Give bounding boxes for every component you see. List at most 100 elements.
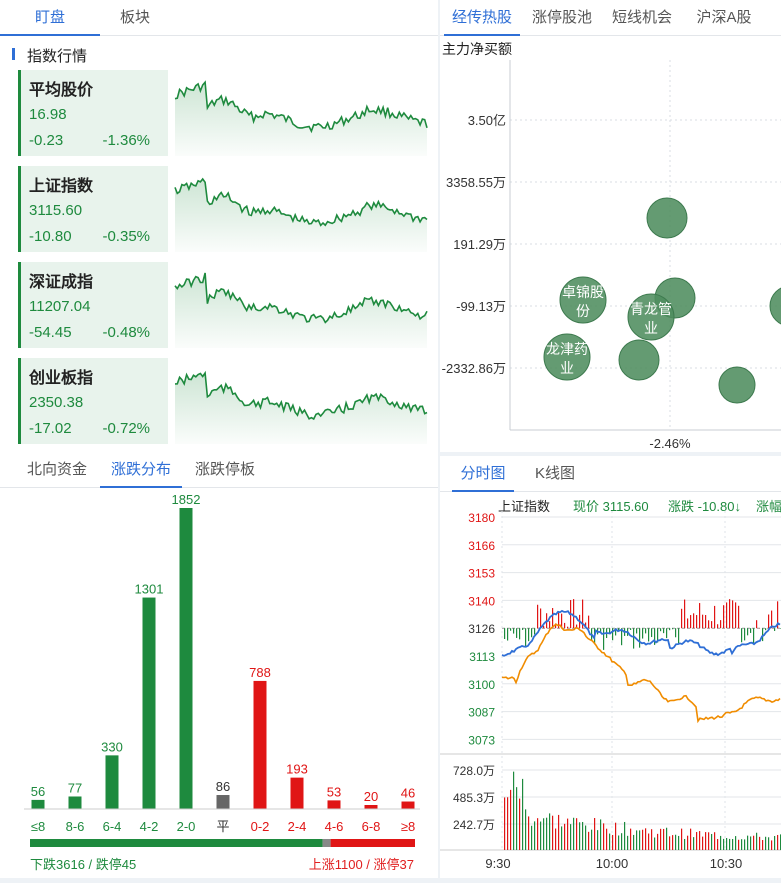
fund-flow-bar	[573, 599, 575, 629]
fund-flow-bar	[636, 628, 638, 634]
fund-flow-bar	[516, 628, 518, 638]
dist-bar[interactable]	[364, 805, 378, 809]
tab-northbound[interactable]: 北向资金	[26, 461, 87, 478]
volume-bar	[576, 818, 578, 850]
fund-flow-bar	[675, 628, 677, 638]
tab-short-term[interactable]: 短线机会	[611, 9, 672, 26]
fund-flow-bar	[672, 628, 674, 630]
index-change: -17.02	[29, 420, 72, 437]
bubble-qinglong[interactable]	[627, 293, 675, 341]
tab-a-shares[interactable]: 沪深A股	[696, 9, 752, 26]
tab-hot-stocks[interactable]: 经传热股	[444, 0, 520, 36]
volume-bar	[654, 837, 656, 850]
volume-bar	[690, 828, 692, 850]
fund-flow-bar	[714, 605, 716, 629]
volume-bar	[621, 833, 623, 850]
index-card[interactable]: 上证指数 3115.60 -10.80 -0.35%	[18, 166, 168, 252]
dist-bar[interactable]	[31, 799, 45, 809]
volume-bar	[618, 835, 620, 850]
fund-flow-bar	[768, 614, 770, 629]
dist-category-label: 4-6	[325, 819, 344, 834]
price-tick-label: 3113	[469, 650, 495, 664]
fund-flow-bar	[774, 628, 776, 631]
dist-bar[interactable]	[290, 777, 304, 809]
dist-bar[interactable]	[253, 680, 267, 809]
dist-bar[interactable]	[68, 796, 82, 809]
dist-bar-value: 193	[286, 762, 308, 777]
volume-bar	[726, 838, 728, 850]
index-panel: 盯盘 板块 指数行情 平均股价 16.98 -0.23 -1.36% 上证指数 3115.…	[0, 0, 438, 452]
index-sparkline	[174, 370, 428, 444]
dist-tab-bar: 北向资金 涨跌分布 涨跌停板	[0, 452, 438, 488]
fund-flow-bar	[567, 626, 569, 629]
bubble-unlabeled[interactable]	[618, 339, 660, 381]
dist-category-label: 2-0	[177, 819, 196, 834]
dist-bar[interactable]	[401, 801, 415, 809]
fund-flow-bar	[543, 625, 545, 629]
tab-sector[interactable]: 板块	[119, 9, 150, 26]
fund-flow-bar	[753, 628, 755, 644]
index-pct: -0.48%	[102, 324, 150, 341]
index-sparkline	[174, 272, 428, 348]
fund-flow-bar	[651, 628, 653, 638]
fund-flow-bar	[702, 614, 704, 629]
volume-bar	[606, 828, 608, 850]
volume-tick-label: 485.3万	[453, 791, 495, 805]
index-card[interactable]: 创业板指 2350.38 -17.02 -0.72%	[18, 358, 168, 444]
dist-category-label: 平	[216, 819, 229, 834]
volume-bar	[750, 836, 752, 850]
dist-category-label: 6-4	[103, 819, 122, 834]
volume-bar	[756, 832, 758, 850]
bubble-unlabeled[interactable]	[646, 197, 688, 239]
index-card[interactable]: 深证成指 11207.04 -54.45 -0.48%	[18, 262, 168, 348]
index-card[interactable]: 平均股价 16.98 -0.23 -1.36%	[18, 70, 168, 156]
section-accent-bar	[12, 48, 15, 60]
volume-bar	[705, 832, 707, 850]
tab-watch[interactable]: 盯盘	[0, 0, 100, 36]
volume-bar	[525, 809, 527, 850]
down-count-label: 下跌3616 / 跌停45	[30, 857, 137, 872]
dist-bar-value: 56	[31, 784, 45, 799]
bubble-zhuojin[interactable]	[559, 276, 607, 324]
volume-bar	[537, 818, 539, 850]
bubble-unlabeled[interactable]	[718, 366, 756, 404]
fund-flow-bar	[564, 622, 566, 629]
time-tick-label: 9:30	[485, 856, 510, 871]
volume-bar	[519, 798, 521, 850]
fund-flow-bar	[585, 622, 587, 629]
dist-bar[interactable]	[179, 508, 193, 809]
volume-bar	[504, 797, 506, 850]
fund-flow-bar	[588, 615, 590, 629]
volume-bar	[714, 832, 716, 850]
volume-bar	[762, 840, 764, 850]
index-price: 2350.38	[29, 394, 84, 411]
fund-flow-bar	[507, 628, 509, 641]
volume-bar	[636, 830, 638, 850]
dist-bar-value: 330	[101, 739, 123, 754]
tab-limit-up-pool[interactable]: 涨停股池	[531, 9, 592, 26]
dist-bar[interactable]	[327, 800, 341, 809]
volume-bar	[543, 818, 545, 850]
volume-bar	[552, 815, 554, 850]
volume-bar	[681, 828, 683, 850]
bubble-unlabeled[interactable]	[769, 286, 781, 326]
price-line	[501, 609, 781, 657]
dist-bar[interactable]	[105, 755, 119, 809]
volume-bar	[648, 833, 650, 850]
dist-bar[interactable]	[216, 795, 230, 809]
volume-bar	[651, 829, 653, 850]
volume-bar	[528, 816, 530, 850]
volume-bar	[555, 828, 557, 850]
index-sparkline	[174, 177, 428, 252]
fund-flow-bar	[660, 628, 662, 632]
tab-limit-board[interactable]: 涨跌停板	[194, 461, 255, 478]
fund-flow-bar	[711, 621, 713, 629]
bubble-longjin[interactable]	[543, 333, 591, 381]
dist-bar[interactable]	[142, 597, 156, 809]
tab-intraday[interactable]: 分时图	[452, 456, 514, 492]
fund-flow-bar	[735, 602, 737, 629]
tab-distribution[interactable]: 涨跌分布	[100, 452, 182, 488]
fund-flow-bar	[555, 623, 557, 629]
bubble-y-tick: 191.29万	[453, 237, 506, 252]
tab-kline[interactable]: K线图	[534, 465, 575, 482]
